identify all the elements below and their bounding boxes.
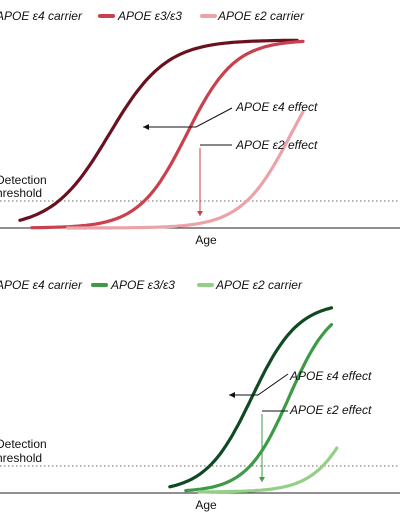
x-axis-label: Age	[195, 233, 217, 247]
x-axis-label: Age	[195, 498, 217, 512]
legend-label: APOE ε4 carrier	[0, 9, 83, 23]
legend-label: APOE ε2 carrier	[217, 9, 305, 23]
annotation-label: APOE ε4 effect	[235, 100, 318, 114]
legend-label: APOE ε2 carrier	[215, 278, 303, 292]
series-line	[168, 306, 334, 489]
annotation-arrowhead	[259, 477, 265, 482]
annotation-line	[143, 107, 233, 128]
series-line	[66, 110, 305, 230]
annotation-arrowhead	[143, 124, 149, 130]
annotation-label: APOE ε2 effect	[289, 403, 372, 417]
series-line	[30, 39, 305, 230]
series-line	[197, 446, 339, 494]
threshold-label: Detection	[0, 173, 47, 187]
annotation-arrowhead	[197, 211, 203, 216]
series-line	[18, 38, 299, 222]
threshold-label: hreshold	[0, 186, 42, 200]
legend-label: APOE ε3/ε3	[110, 278, 175, 292]
annotation-line	[229, 373, 289, 396]
annotation-label: APOE ε4 effect	[289, 369, 372, 383]
threshold-label: Detection	[0, 437, 47, 451]
legend-label: APOE ε3/ε3	[117, 9, 182, 23]
legend-label: APOE ε4 carrier	[0, 278, 83, 292]
annotation-arrowhead	[229, 392, 235, 398]
series-line	[184, 323, 334, 493]
annotation-label: APOE ε2 effect	[235, 138, 318, 152]
threshold-label: hreshold	[0, 451, 42, 465]
